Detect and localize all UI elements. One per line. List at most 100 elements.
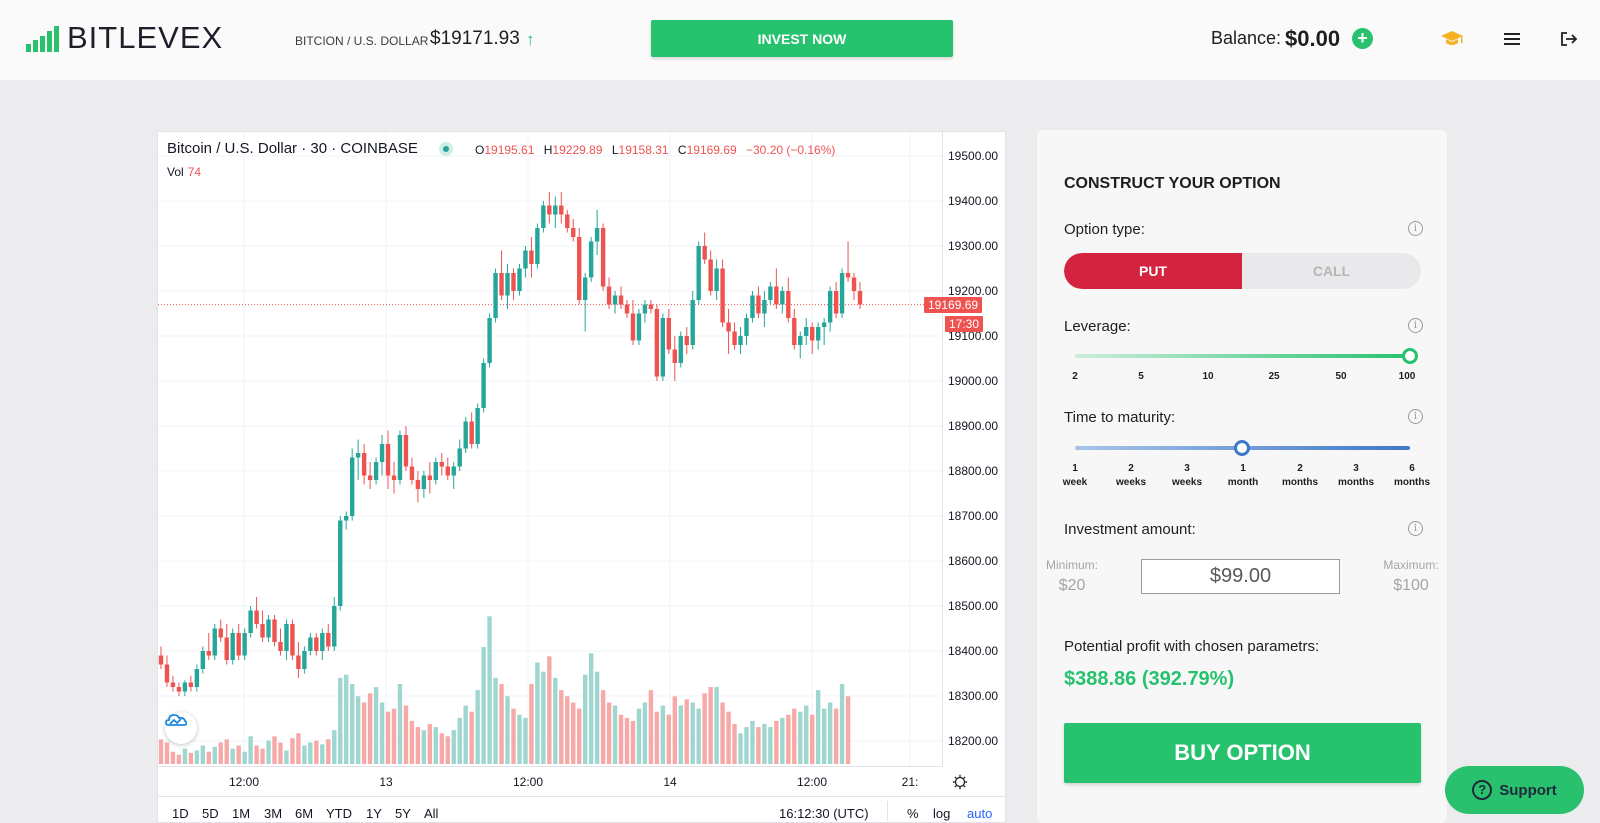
volume-bar bbox=[200, 745, 206, 764]
candle-body bbox=[786, 291, 791, 318]
volume-bar bbox=[541, 671, 546, 764]
volume-bar bbox=[320, 744, 325, 764]
support-button[interactable]: ? Support bbox=[1445, 766, 1584, 814]
auto-scale-toggle[interactable]: auto bbox=[967, 806, 993, 821]
volume-bar bbox=[810, 714, 815, 764]
volume-bar bbox=[696, 708, 701, 764]
volume-bar bbox=[720, 702, 725, 764]
volume-bar bbox=[774, 720, 779, 764]
candle-body bbox=[547, 205, 552, 215]
volume-bar bbox=[188, 752, 194, 764]
candle-body bbox=[565, 214, 570, 228]
option-constructor-panel: CONSTRUCT YOUR OPTION Option type: i PUT… bbox=[1037, 130, 1447, 823]
candle-body bbox=[367, 475, 373, 480]
time-axis[interactable] bbox=[158, 766, 968, 796]
range-all[interactable]: All bbox=[424, 806, 439, 821]
y-tick-label: 19200.00 bbox=[948, 284, 998, 298]
volume-bar bbox=[523, 717, 528, 764]
candlestick-chart-canvas[interactable]: 19500.00 19400.00 19300.00 19200.00 19100.00… bbox=[158, 132, 1007, 823]
maturity-label: Time to maturity: bbox=[1064, 409, 1176, 426]
candle-body bbox=[176, 687, 182, 692]
candle-body bbox=[284, 624, 289, 651]
buy-option-button[interactable]: BUY OPTION bbox=[1064, 723, 1421, 783]
add-funds-plus-icon[interactable]: + bbox=[1352, 28, 1373, 49]
logo[interactable]: BITLEVEX bbox=[26, 20, 223, 56]
candle-body bbox=[451, 466, 456, 476]
candle-body bbox=[158, 655, 164, 665]
potential-profit-label: Potential profit with chosen parametrs: bbox=[1064, 638, 1320, 655]
logout-icon[interactable] bbox=[1556, 26, 1582, 52]
price-axis[interactable] bbox=[942, 132, 1006, 766]
market-status-dot bbox=[439, 142, 453, 156]
candle-body bbox=[206, 651, 211, 656]
candle-body bbox=[708, 259, 713, 291]
volume-bar bbox=[786, 714, 791, 764]
volume-bar bbox=[762, 724, 767, 764]
candle-body bbox=[505, 273, 510, 296]
candle-body bbox=[481, 363, 486, 408]
range-5d[interactable]: 5D bbox=[202, 806, 219, 821]
open-value: 19195.61 bbox=[484, 143, 535, 157]
candle-body bbox=[236, 633, 241, 656]
log-scale-toggle[interactable]: log bbox=[933, 806, 951, 821]
call-button[interactable]: CALL bbox=[1312, 263, 1351, 279]
candle-body bbox=[654, 309, 660, 377]
leverage-slider-track[interactable] bbox=[1075, 354, 1410, 358]
candle-body bbox=[577, 237, 582, 300]
chart-bottom-toolbar: 1D 5D 1M 3M 6M YTD 1Y 5Y All 16:12:30 (U… bbox=[158, 796, 1005, 823]
change-value: −30.20 (−0.16%) bbox=[746, 143, 836, 157]
volume-bar bbox=[511, 708, 516, 764]
candle-body bbox=[439, 462, 444, 467]
volume-bar bbox=[415, 727, 421, 764]
investment-info-icon[interactable]: i bbox=[1408, 521, 1423, 536]
maturity-slider-handle[interactable] bbox=[1234, 440, 1250, 456]
candle-body bbox=[188, 682, 194, 687]
candle-body bbox=[851, 277, 857, 291]
invest-now-button[interactable]: INVEST NOW bbox=[651, 20, 953, 57]
candle-body bbox=[672, 349, 677, 363]
range-1y[interactable]: 1Y bbox=[366, 806, 382, 821]
option-type-info-icon[interactable]: i bbox=[1408, 221, 1423, 236]
maturity-tick: 2 weeks bbox=[1115, 463, 1147, 488]
y-tick-label: 18200.00 bbox=[948, 734, 998, 748]
high-label: H bbox=[543, 143, 553, 157]
balance-value: $0.00 bbox=[1285, 26, 1341, 51]
volume-bar bbox=[344, 674, 349, 764]
toolbar-divider bbox=[887, 801, 888, 821]
range-1d[interactable]: 1D bbox=[172, 806, 189, 821]
tradingview-logo-icon[interactable] bbox=[165, 712, 197, 744]
investment-amount-input[interactable] bbox=[1141, 559, 1340, 594]
price-chart[interactable]: 19500.00 19400.00 19300.00 19200.00 19100.00… bbox=[157, 131, 1006, 823]
maturity-tick: 2 months bbox=[1281, 463, 1319, 488]
volume-bar bbox=[260, 748, 265, 764]
volume-bar bbox=[582, 674, 588, 764]
range-3m[interactable]: 3M bbox=[264, 806, 283, 821]
candle-body bbox=[272, 619, 277, 642]
maturity-info-icon[interactable]: i bbox=[1408, 409, 1423, 424]
candle-body bbox=[720, 268, 725, 323]
volume-bar bbox=[636, 708, 642, 764]
volume-bar bbox=[469, 711, 474, 764]
candle-body bbox=[332, 606, 337, 647]
volume-bar bbox=[642, 702, 648, 764]
graduation-cap-icon[interactable] bbox=[1439, 26, 1465, 52]
range-ytd[interactable]: YTD bbox=[326, 806, 352, 821]
percent-scale-toggle[interactable]: % bbox=[907, 806, 919, 821]
menu-icon[interactable] bbox=[1499, 26, 1525, 52]
candle-body bbox=[660, 318, 666, 377]
volume-bar bbox=[690, 702, 695, 764]
volume-bar bbox=[433, 727, 439, 764]
candle-body bbox=[780, 291, 785, 305]
volume-bar bbox=[284, 750, 289, 764]
range-6m[interactable]: 6M bbox=[295, 806, 314, 821]
leverage-info-icon[interactable]: i bbox=[1408, 318, 1423, 333]
candle-body bbox=[242, 633, 247, 656]
candle-body bbox=[804, 327, 809, 336]
candle-body bbox=[571, 228, 576, 237]
range-1m[interactable]: 1M bbox=[232, 806, 251, 821]
put-button[interactable]: PUT bbox=[1064, 253, 1242, 289]
range-5y[interactable]: 5Y bbox=[395, 806, 411, 821]
candle-body bbox=[690, 300, 695, 345]
candle-body bbox=[588, 241, 594, 278]
leverage-slider-handle[interactable] bbox=[1402, 348, 1418, 364]
